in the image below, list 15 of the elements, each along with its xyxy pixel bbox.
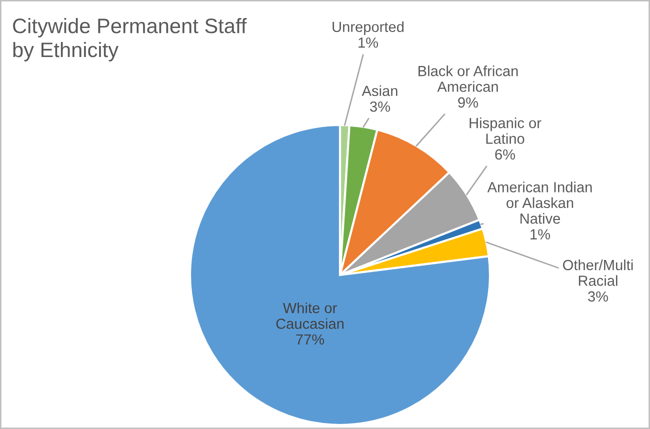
data-label: 77% — [296, 334, 324, 345]
chart-title: Citywide Permanent Staff by Ethnicity — [13, 18, 247, 62]
slice-label: Black or African American — [418, 65, 518, 92]
slice-label: Other/Multi Racial — [563, 259, 633, 286]
data-label: 6% — [495, 149, 516, 160]
slice-label: Asian — [362, 85, 398, 96]
slice-label: White or Caucasian — [276, 302, 344, 329]
slice-label: American Indian or Alaskan Native — [487, 182, 592, 224]
data-label: 9% — [458, 97, 478, 108]
data-label: 1% — [530, 229, 550, 240]
slice-label: Hispanic or Latino — [470, 117, 542, 144]
data-label: 1% — [358, 38, 378, 48]
data-label: 3% — [370, 101, 390, 112]
data-label: 3% — [588, 291, 608, 302]
slice-label: Unreported — [332, 21, 404, 35]
